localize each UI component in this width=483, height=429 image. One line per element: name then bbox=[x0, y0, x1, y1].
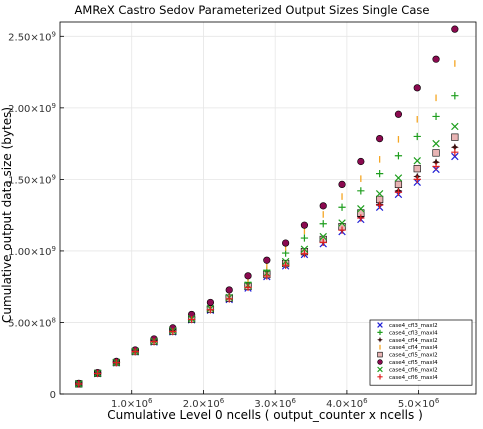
data-point bbox=[394, 152, 403, 160]
data-point bbox=[450, 143, 459, 152]
data-point bbox=[451, 133, 459, 141]
data-point bbox=[131, 348, 139, 356]
data-point bbox=[394, 110, 403, 118]
data-point bbox=[357, 187, 365, 195]
data-point bbox=[451, 152, 459, 161]
data-point bbox=[281, 249, 290, 257]
data-point bbox=[112, 359, 121, 367]
data-point bbox=[375, 189, 384, 198]
legend-marker bbox=[377, 322, 383, 328]
data-point bbox=[394, 180, 403, 188]
legend-label: case4_cfl6_maxl4 bbox=[389, 375, 438, 381]
data-point bbox=[150, 338, 158, 346]
plot-frame bbox=[59, 21, 477, 395]
data-point bbox=[93, 369, 102, 378]
legend-marker bbox=[377, 374, 383, 380]
legend-label: case4_cfl4_maxl2 bbox=[389, 338, 438, 344]
y-tick-label: 2.00×109 bbox=[8, 102, 56, 115]
legend-label: case4_cfl3_maxl4 bbox=[389, 330, 438, 336]
data-point bbox=[281, 261, 290, 269]
x-axis-ticks: 1.0×106 2.0×106 3.0×106 4.0×106 5.0×106 bbox=[111, 390, 440, 410]
legend-label: case4_cfl5_maxl4 bbox=[389, 360, 438, 366]
data-point bbox=[451, 92, 459, 100]
data-point bbox=[451, 25, 459, 33]
data-point bbox=[357, 204, 365, 213]
data-point bbox=[357, 214, 365, 222]
grid bbox=[60, 22, 476, 395]
data-point bbox=[376, 201, 384, 209]
data-point bbox=[413, 175, 421, 184]
data-point bbox=[432, 55, 440, 63]
data-point bbox=[376, 170, 384, 178]
series-layer bbox=[74, 25, 459, 388]
data-point bbox=[451, 148, 459, 156]
series-7 bbox=[75, 148, 459, 388]
data-point bbox=[263, 272, 271, 280]
data-point bbox=[300, 234, 309, 242]
data-point bbox=[263, 256, 271, 264]
data-point bbox=[432, 162, 440, 171]
y-axis-ticks: 0 5.00×108 1.00×109 1.50×109 2.00×109 2.50×10… bbox=[8, 30, 64, 401]
data-point bbox=[319, 202, 327, 210]
data-point bbox=[319, 232, 327, 241]
data-point bbox=[432, 149, 440, 157]
data-point bbox=[394, 174, 403, 182]
data-point bbox=[187, 315, 196, 324]
x-tick-label: 3.0×106 bbox=[254, 397, 296, 410]
data-point bbox=[206, 298, 215, 307]
legend-label: case4_cfl4_maxl4 bbox=[389, 345, 438, 351]
data-point bbox=[244, 272, 252, 280]
y-axis-label: Cumulative output data size (bytes) bbox=[0, 107, 14, 323]
y-tick-label: 2.50×109 bbox=[8, 30, 56, 43]
y-tick-label: 1.00×109 bbox=[8, 245, 56, 258]
data-point bbox=[282, 239, 290, 247]
data-point bbox=[225, 295, 233, 303]
data-point bbox=[75, 380, 83, 388]
data-point bbox=[225, 286, 233, 294]
data-point bbox=[338, 203, 346, 211]
legend-label: case4_cfl3_maxl2 bbox=[389, 323, 438, 329]
data-point bbox=[432, 158, 441, 167]
data-point bbox=[394, 188, 403, 196]
legend-marker bbox=[377, 351, 383, 358]
legend-marker bbox=[377, 329, 383, 336]
x-tick-label: 5.0×106 bbox=[398, 397, 440, 410]
data-point bbox=[413, 157, 421, 165]
data-point bbox=[300, 250, 309, 258]
data-point bbox=[338, 180, 346, 188]
data-point bbox=[319, 220, 327, 228]
data-point bbox=[319, 238, 327, 246]
y-tick-label: 5.00×108 bbox=[8, 316, 56, 329]
x-tick-label: 4.0×106 bbox=[326, 397, 368, 410]
data-point bbox=[300, 245, 309, 253]
legend-label: case4_cfl5_maxl2 bbox=[389, 353, 438, 359]
data-point bbox=[432, 139, 440, 148]
x-tick-label: 1.0×106 bbox=[111, 397, 153, 410]
x-tick-label: 2.0×106 bbox=[183, 397, 225, 410]
data-point bbox=[169, 327, 177, 336]
data-point bbox=[338, 226, 346, 234]
data-point bbox=[376, 135, 384, 143]
data-point bbox=[244, 283, 252, 292]
legend-box bbox=[369, 319, 473, 386]
data-point bbox=[451, 122, 459, 131]
chart-title: AMReX Castro Sedov Parameterized Output … bbox=[75, 3, 430, 17]
data-point bbox=[413, 165, 421, 173]
legend-marker bbox=[377, 336, 383, 343]
y-tick-label: 0 bbox=[50, 390, 56, 401]
x-axis-label: Cumulative Level 0 ncells ( output_count… bbox=[107, 408, 423, 422]
legend-label: case4_cfl6_maxl2 bbox=[389, 367, 438, 373]
data-point bbox=[206, 306, 215, 314]
y-tick-label: 1.50×109 bbox=[8, 173, 56, 186]
legend-marker bbox=[377, 359, 383, 365]
data-point bbox=[413, 132, 421, 141]
data-point bbox=[413, 84, 421, 92]
data-point bbox=[432, 112, 440, 121]
data-point bbox=[357, 157, 365, 166]
data-point bbox=[300, 221, 309, 229]
data-point bbox=[338, 219, 346, 227]
legend-marker bbox=[377, 366, 383, 373]
